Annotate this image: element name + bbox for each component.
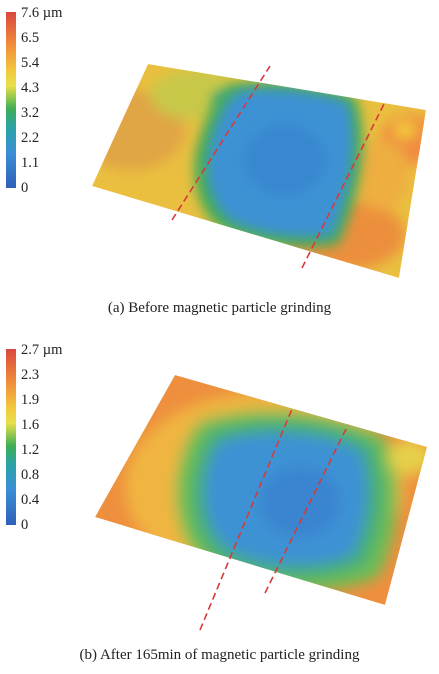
color-scale-b: 2.7 µm 2.3 1.9 1.6 1.2 0.8 0.4 0 bbox=[6, 343, 96, 543]
scale-tick-a: 0 bbox=[21, 180, 29, 196]
scale-tick-b: 1.6 bbox=[21, 417, 40, 433]
scale-tick-b: 0 bbox=[21, 517, 29, 533]
surface-map-a bbox=[92, 64, 426, 278]
scale-tick-a: 6.5 bbox=[21, 30, 40, 46]
scale-tick-a: 1.1 bbox=[21, 155, 40, 171]
panel-before: 7.6 µm 6.5 5.4 4.3 3.2 2.2 1.1 0 bbox=[6, 6, 426, 316]
marker-line-left-b bbox=[199, 408, 293, 631]
scale-tick-a: 5.4 bbox=[21, 55, 40, 71]
scale-tick-b: 2.3 bbox=[21, 367, 40, 383]
scale-tick-b: 2.7 µm bbox=[21, 342, 63, 358]
scale-tick-a: 7.6 µm bbox=[21, 5, 63, 21]
panel-after: 2.7 µm 2.3 1.9 1.6 1.2 0.8 0.4 0 (b) Aft bbox=[0, 337, 439, 674]
caption-a: (a) Before magnetic particle grinding bbox=[107, 300, 332, 316]
scale-tick-a: 4.3 bbox=[21, 80, 40, 96]
scale-tick-b: 1.9 bbox=[21, 392, 40, 408]
scale-tick-b: 0.8 bbox=[21, 467, 40, 483]
color-scale-a: 7.6 µm 6.5 5.4 4.3 3.2 2.2 1.1 0 bbox=[6, 6, 96, 206]
marker-line-left-a bbox=[171, 65, 271, 221]
color-scale-bar-b bbox=[6, 349, 16, 525]
marker-line-right-b bbox=[264, 424, 349, 594]
color-scale-bar-a bbox=[6, 12, 16, 188]
marker-line-right-a bbox=[301, 101, 386, 269]
scale-tick-b: 1.2 bbox=[21, 442, 40, 458]
surface-map-b bbox=[95, 375, 427, 631]
scale-tick-a: 2.2 bbox=[21, 130, 40, 146]
caption-b: (b) After 165min of magnetic particle gr… bbox=[79, 647, 360, 663]
scale-tick-a: 3.2 bbox=[21, 105, 40, 121]
scale-tick-b: 0.4 bbox=[21, 492, 40, 508]
